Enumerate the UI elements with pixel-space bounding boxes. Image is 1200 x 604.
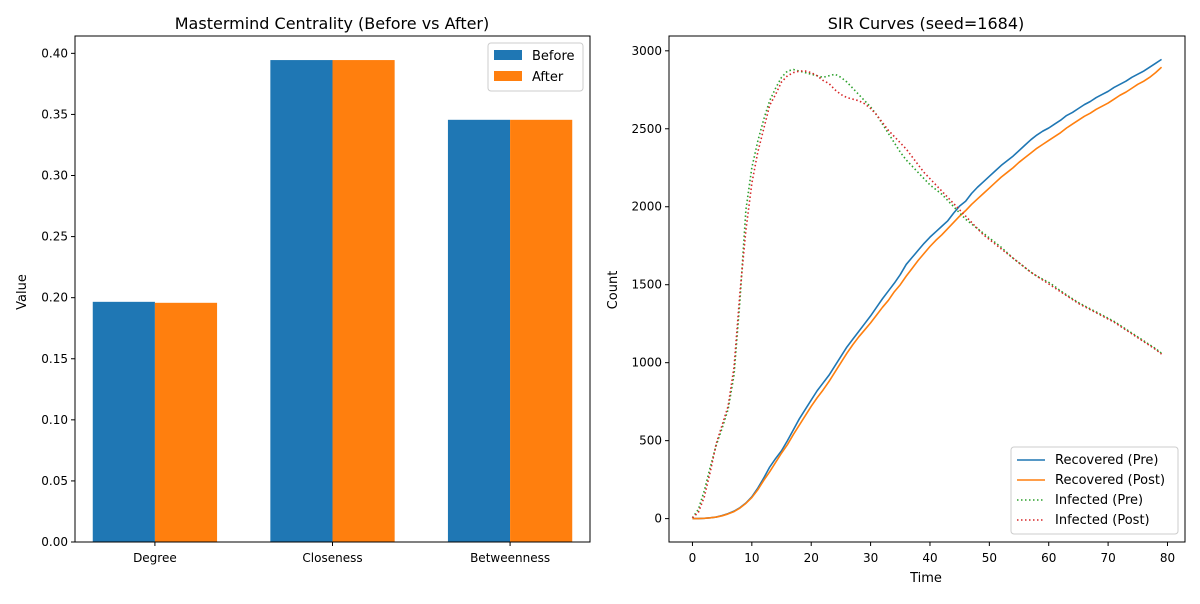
y-tick-label: 1500 (631, 278, 662, 292)
line-chart-series (691, 58, 1163, 520)
line-chart: SIR Curves (seed=1684) Count Time 050010… (606, 14, 1186, 586)
bar-chart-y-ticks: 0.00 0.05 0.10 0.15 0.20 0.25 0.30 0.35 0.40 (41, 46, 75, 549)
line-infected-post (691, 70, 1163, 519)
legend-label-infected-post: Infected (Post) (1055, 513, 1150, 528)
x-tick-label: 10 (744, 551, 759, 565)
y-tick-label: 0.30 (41, 169, 68, 183)
x-tick-label: 50 (982, 551, 997, 565)
y-tick-label: 0.35 (41, 107, 68, 121)
y-tick-label: 0.40 (41, 46, 68, 60)
legend-label-recovered-pre: Recovered (Pre) (1055, 453, 1159, 468)
x-tick-label: Betweenness (470, 551, 550, 565)
line-infected-pre (691, 68, 1163, 519)
bar-chart-legend: Before After (487, 42, 584, 92)
y-tick-label: 0.15 (41, 352, 68, 366)
x-tick-label: 60 (1041, 551, 1056, 565)
bar-chart-y-label: Value (15, 274, 30, 310)
legend-label-before: Before (532, 49, 575, 64)
line-chart-title: SIR Curves (seed=1684) (828, 14, 1025, 33)
y-tick-label: 0.20 (41, 291, 68, 305)
y-tick-label: 3000 (631, 44, 662, 58)
line-chart-y-ticks: 0 500 1000 1500 2000 2500 3000 (631, 44, 669, 526)
bar-chart-x-ticks: Degree Closeness Betweenness (133, 542, 550, 565)
y-tick-label: 0.10 (41, 413, 68, 427)
x-tick-label: 70 (1100, 551, 1115, 565)
legend-label-infected-pre: Infected (Pre) (1055, 493, 1143, 508)
legend-swatch-after (494, 71, 522, 81)
x-tick-label: 80 (1160, 551, 1175, 565)
bar-after-closeness (332, 60, 395, 542)
line-chart-legend-box (1010, 446, 1179, 535)
line-chart-x-ticks: 0 10 20 30 40 50 60 70 80 (689, 542, 1175, 565)
bar-after-degree (154, 302, 218, 542)
y-tick-label: 0.00 (41, 535, 68, 549)
x-tick-label: 0 (689, 551, 697, 565)
x-tick-label: Closeness (302, 551, 362, 565)
bar-before-betweenness (447, 119, 511, 543)
y-tick-label: 0.25 (41, 230, 68, 244)
x-tick-label: Degree (133, 551, 177, 565)
x-tick-label: 20 (804, 551, 819, 565)
line-recovered-post (692, 66, 1163, 520)
x-tick-label: 30 (863, 551, 878, 565)
y-tick-label: 2000 (631, 200, 662, 214)
line-chart-axes-frame (668, 35, 1186, 543)
line-chart-legend: Recovered (Pre) Recovered (Post) Infecte… (1010, 446, 1179, 535)
y-tick-label: 500 (639, 434, 662, 448)
y-tick-label: 0 (654, 512, 662, 526)
y-tick-label: 0.05 (41, 474, 68, 488)
bar-after-betweenness (510, 119, 573, 543)
y-tick-label: 1000 (631, 356, 662, 370)
bar-before-closeness (270, 60, 333, 542)
bar-chart-title: Mastermind Centrality (Before vs After) (175, 14, 490, 33)
line-chart-y-label: Count (606, 271, 621, 310)
legend-label-after: After (532, 70, 564, 85)
line-chart-x-label: Time (909, 571, 942, 586)
x-tick-label: 40 (922, 551, 937, 565)
y-tick-label: 2500 (631, 122, 662, 136)
bar-chart-bars (92, 60, 573, 543)
bar-chart: Mastermind Centrality (Before vs After) … (15, 14, 591, 565)
legend-swatch-before (494, 50, 522, 60)
line-recovered-pre (692, 58, 1162, 520)
legend-label-recovered-post: Recovered (Post) (1055, 473, 1165, 488)
bar-before-degree (92, 301, 155, 542)
bar-chart-axes-frame (74, 35, 591, 543)
